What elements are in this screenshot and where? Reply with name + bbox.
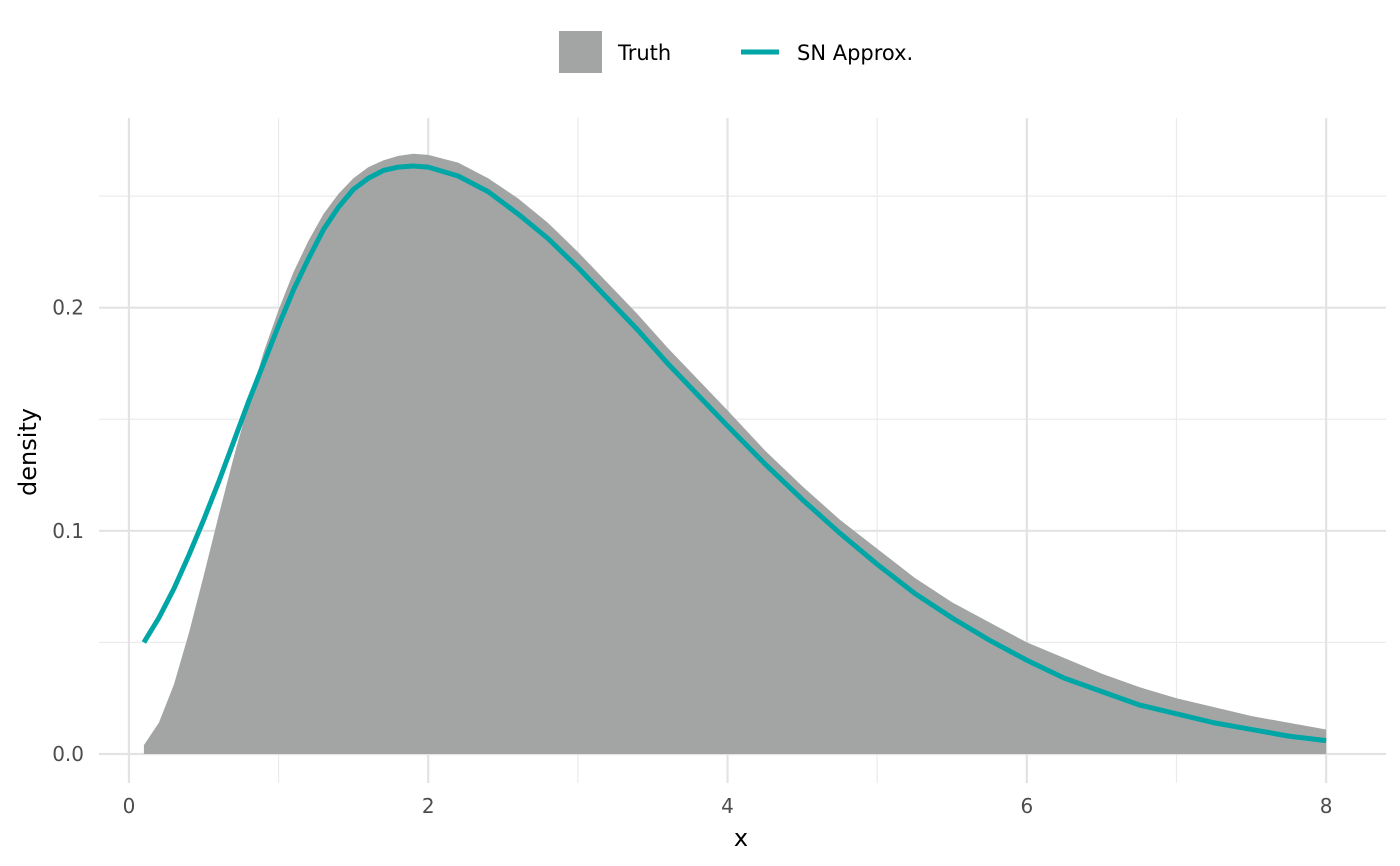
y-tick-label: 0.0 — [52, 742, 84, 766]
x-axis-title: x — [734, 824, 748, 852]
y-axis-ticks: 0.0 0.1 0.2 — [52, 296, 84, 766]
sn-approx-line-layer — [141, 163, 1327, 744]
legend-label-truth: Truth — [617, 41, 671, 65]
x-tick-label: 6 — [1020, 794, 1033, 818]
x-tick-label: 4 — [721, 794, 734, 818]
y-axis-title: density — [14, 408, 42, 496]
x-tick-label: 2 — [422, 794, 435, 818]
x-axis-ticks: 0 2 4 6 8 — [123, 794, 1333, 818]
x-tick-label: 0 — [123, 794, 136, 818]
legend-swatch-truth — [559, 31, 602, 73]
legend-label-sn-approx: SN Approx. — [797, 41, 913, 65]
truth-area-layer — [143, 153, 1327, 754]
legend: Truth SN Approx. — [559, 31, 913, 73]
x-tick-label: 8 — [1320, 794, 1333, 818]
y-tick-label: 0.1 — [52, 519, 84, 543]
sn-approx-line — [141, 163, 1327, 744]
truth-area — [143, 153, 1327, 754]
y-tick-label: 0.2 — [52, 296, 84, 320]
